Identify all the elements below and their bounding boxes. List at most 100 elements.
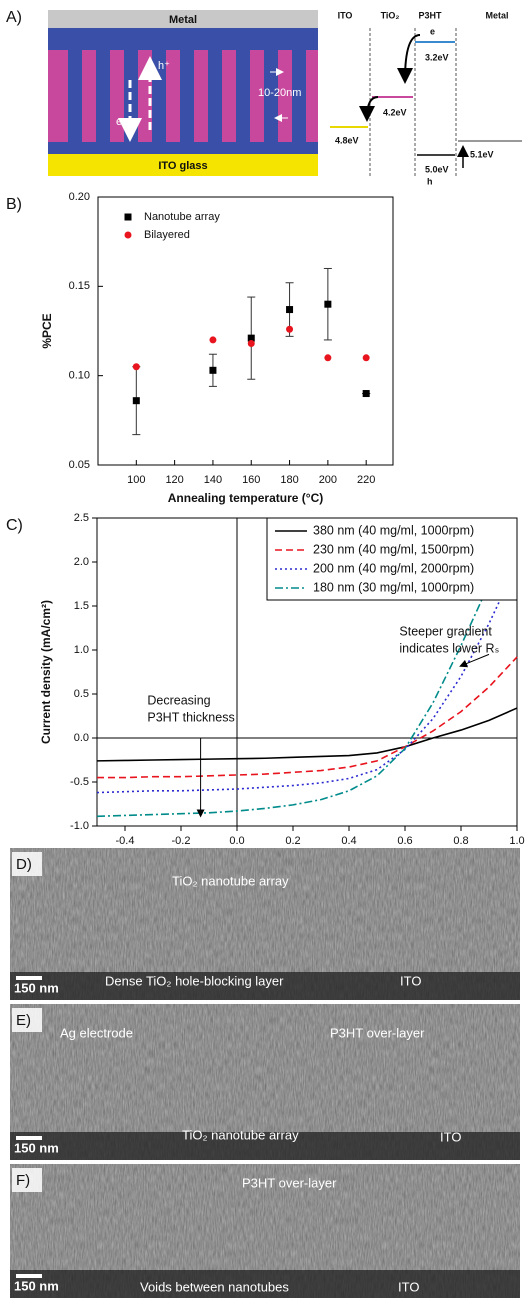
image-annotation: TiO₂ nanotube array [182, 1127, 299, 1142]
ito-layer [48, 154, 318, 176]
layer-label: ITO glass [158, 160, 207, 172]
legend-label: 200 nm (40 mg/ml, 2000rpm) [313, 561, 474, 575]
energy-level: 4.8eV [335, 135, 359, 145]
image-annotation: P3HT over-layer [242, 1175, 337, 1190]
y-tick-label: 1.5 [74, 600, 89, 612]
panel-label: C) [6, 517, 23, 534]
scale-label: 150 nm [14, 980, 59, 995]
layer-label: Metal [169, 14, 197, 26]
legend-label: Nanotube array [144, 211, 220, 223]
x-tick-label: 0.4 [341, 835, 356, 847]
x-tick-label: 140 [204, 474, 222, 486]
annotation: Decreasing [147, 693, 210, 707]
energy-level: 5.1eV [470, 149, 494, 159]
legend-label: 380 nm (40 mg/ml, 1000rpm) [313, 523, 474, 537]
x-tick-label: 1.0 [509, 835, 524, 847]
nanotube [180, 50, 194, 142]
panel-label: E) [16, 1012, 31, 1029]
energy-level: 3.2eV [425, 52, 449, 62]
data-point [247, 340, 255, 348]
label-box [12, 852, 42, 876]
nanotube [68, 50, 82, 142]
panel-label: B) [6, 196, 22, 213]
x-tick-label: 180 [280, 474, 298, 486]
legend-marker [124, 231, 132, 239]
plot-frame [97, 196, 394, 466]
x-tick-label: 0.0 [229, 835, 244, 847]
data-point [132, 397, 140, 405]
data-point [132, 363, 140, 371]
image-annotation: Voids between nanotubes [140, 1279, 289, 1294]
column-label: TiO₂ [381, 10, 400, 20]
data-point [324, 354, 332, 362]
x-tick-label: -0.4 [116, 835, 135, 847]
legend-marker [124, 213, 132, 221]
data-point [286, 325, 294, 333]
nanotube [96, 50, 110, 142]
x-tick-label: 220 [357, 474, 375, 486]
x-tick-label: -0.2 [172, 835, 191, 847]
scale-bar [16, 1136, 42, 1140]
image-annotation: Ag electrode [60, 1025, 133, 1040]
scale-label: 150 nm [14, 1140, 59, 1155]
arrow [397, 34, 421, 84]
data-point [286, 306, 294, 314]
x-tick-label: 0.8 [453, 835, 468, 847]
data-point [362, 390, 370, 398]
y-tick-label: 1.0 [74, 644, 89, 656]
data-point [362, 354, 370, 362]
scale-label: 150 nm [14, 1278, 59, 1293]
series-line [96, 707, 518, 762]
x-tick-label: 100 [127, 474, 145, 486]
arrow [359, 96, 379, 122]
data-point [209, 366, 217, 374]
energy-level: 5.0eV [425, 164, 449, 174]
series-line [96, 524, 518, 818]
y-tick-label: -1.0 [70, 820, 89, 832]
panel-label: F) [16, 1172, 30, 1189]
annotation: P3HT thickness [147, 710, 234, 724]
sem-substrate [10, 1132, 520, 1160]
carrier-label: e⁻ [116, 116, 128, 128]
legend-label: Bilayered [144, 229, 190, 241]
image-annotation: TiO₂ nanotube array [172, 873, 289, 888]
line [459, 653, 490, 668]
image-annotation: Dense TiO₂ hole-blocking layer [105, 973, 284, 988]
metal-layer [48, 10, 318, 28]
annotation: indicates lower Rₛ [399, 642, 499, 656]
x-tick-label: 0.2 [285, 835, 300, 847]
x-tick-label: 200 [319, 474, 337, 486]
data-point [209, 336, 217, 344]
data-point [324, 300, 332, 308]
series-line [96, 563, 518, 794]
data-point [247, 334, 255, 342]
image-annotation: P3HT over-layer [330, 1025, 425, 1040]
nanotube [292, 50, 306, 142]
y-tick-label: 2.0 [74, 556, 89, 568]
x-axis-label: Annealing temperature (°C) [168, 491, 323, 505]
legend-label: 180 nm (30 mg/ml, 1000rpm) [313, 580, 474, 594]
dimension: 10-20nm [258, 87, 301, 99]
carrier-label: h [427, 176, 433, 186]
image-annotation: ITO [400, 973, 421, 988]
panel-label: A) [6, 9, 22, 26]
y-tick-label: 0.20 [69, 191, 90, 203]
nanotube [236, 50, 250, 142]
image-annotation: ITO [440, 1129, 461, 1144]
sem-substrate [10, 972, 520, 1000]
nanotube [208, 50, 222, 142]
y-tick-label: -0.5 [70, 776, 89, 788]
column-label: Metal [485, 10, 508, 20]
y-axis-label: %PCE [40, 313, 54, 348]
legend-label: 230 nm (40 mg/ml, 1500rpm) [313, 542, 474, 556]
x-tick-label: 160 [242, 474, 260, 486]
y-tick-label: 0.0 [74, 732, 89, 744]
x-tick-label: 0.6 [397, 835, 412, 847]
scale-bar [16, 976, 42, 980]
y-tick-label: 0.10 [69, 370, 90, 382]
annotation: Steeper gradient [399, 625, 492, 639]
image-annotation: ITO [398, 1279, 419, 1294]
column-label: ITO [338, 10, 353, 20]
carrier-label: h⁺ [158, 60, 170, 72]
